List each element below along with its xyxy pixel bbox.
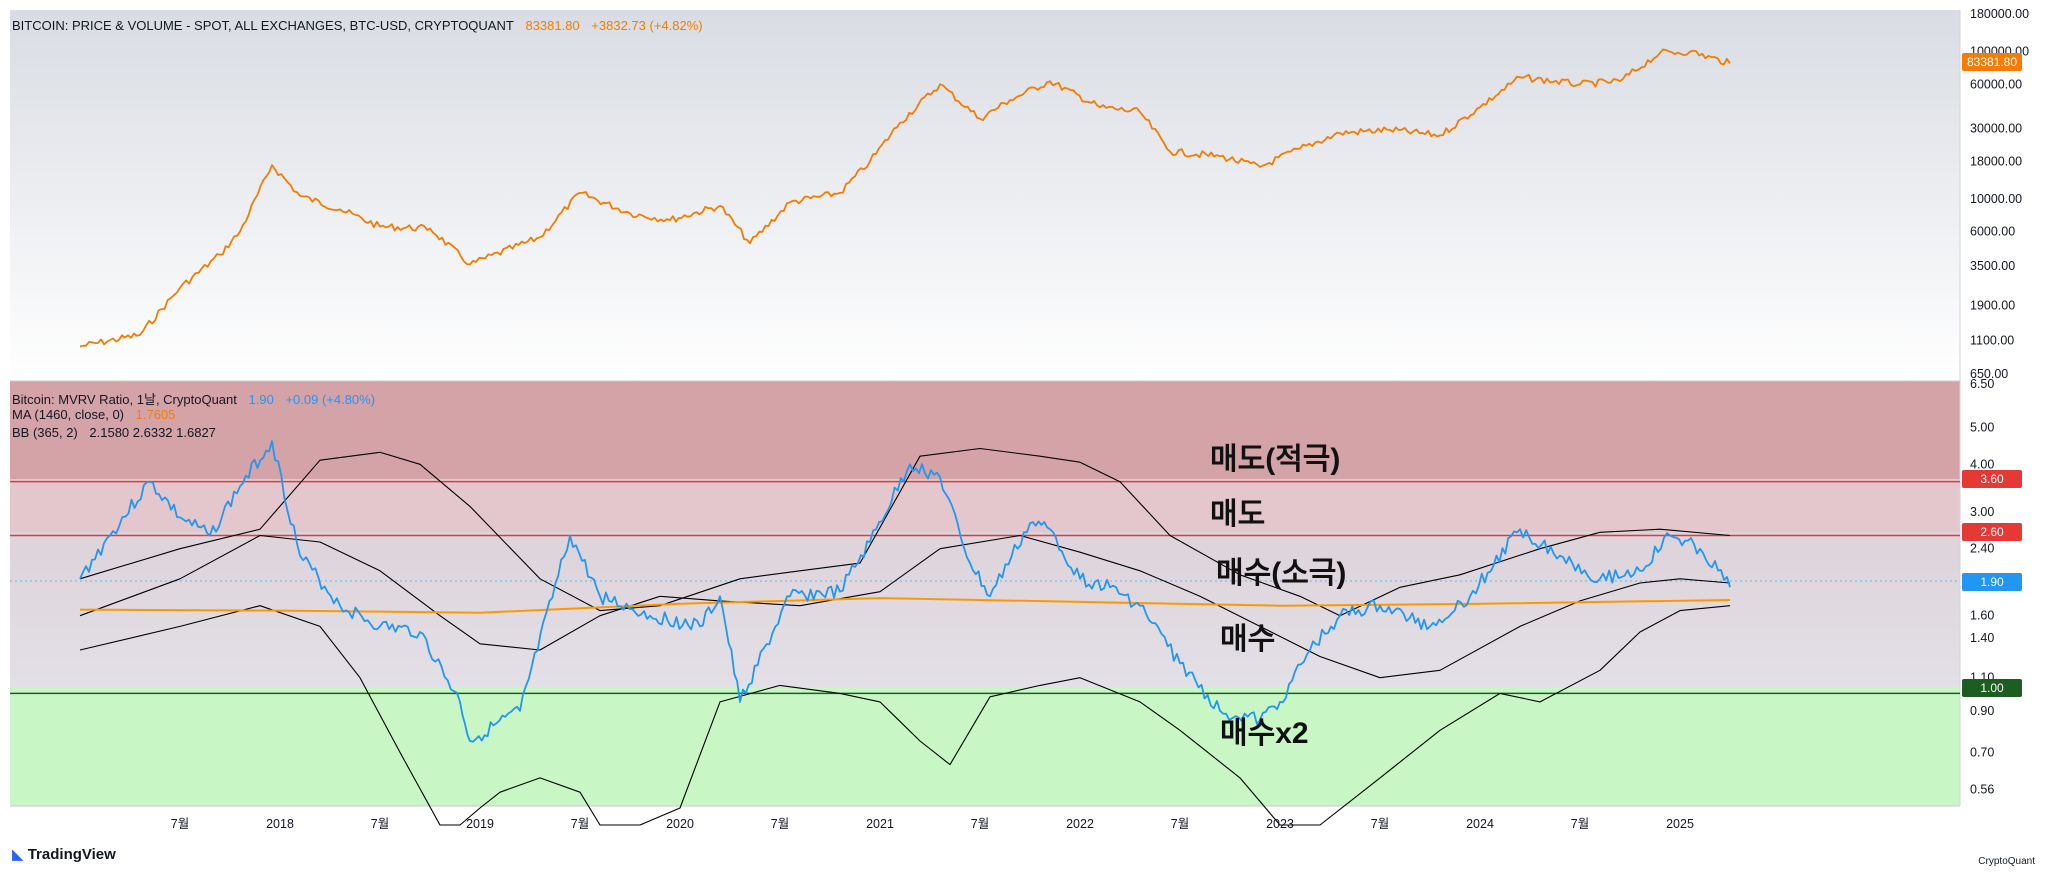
bb-values: 2.1580 2.6332 1.6827 [89, 425, 216, 440]
price-ytick-label: 1900.00 [1970, 298, 2015, 312]
price-pane-value: 83381.80 [525, 18, 580, 33]
mvrv-pane-change: +0.09 (+4.80%) [285, 392, 376, 407]
price-tag-2-60: 2.60 [1962, 523, 2022, 541]
strong-sell-zone [10, 381, 1960, 479]
xtick-label: 7월 [571, 817, 589, 831]
mvrv-pane-value: 1.90 [248, 392, 274, 407]
bb-upper-line [79, 447, 1731, 617]
price-ytick-label: 6000.00 [1970, 225, 2015, 239]
xtick-label: 7월 [171, 817, 189, 831]
price-tag-1-90: 1.90 [1962, 573, 2022, 591]
zone-label-sell: 매도 [1210, 498, 1266, 531]
ma-value: 1.7605 [135, 407, 176, 422]
mvrv-ytick-label: 3.00 [1970, 505, 1994, 519]
mvrv-ytick-label: 0.56 [1970, 782, 1994, 796]
mvrv-ytick-label: 0.70 [1970, 745, 1994, 759]
xtick-label: 2023 [1266, 817, 1294, 831]
mvrv-ytick-label: 6.50 [1970, 377, 1994, 391]
bb-legend: BB (365, 2) 2.1580 2.6332 1.6827 [12, 425, 224, 440]
xtick-label: 2020 [666, 817, 694, 831]
tradingview-logo[interactable]: ◣ TradingView [12, 845, 116, 863]
price-tag-current: 83381.80 [1962, 53, 2022, 71]
price-ytick-label: 1100.00 [1970, 333, 2014, 347]
mvrv-ytick-label: 0.90 [1970, 704, 1994, 718]
zone-label-buy-weak: 매수(소극) [1216, 557, 1347, 590]
mvrv-pane-header: Bitcoin: MVRV Ratio, 1날, CryptoQuant 1.9… [12, 389, 383, 408]
price-ytick-label: 180000.00 [1970, 7, 2029, 21]
mvrv-series-line [79, 440, 1731, 743]
price-ytick-label: 3500.00 [1970, 259, 2015, 273]
zone-label-buy: 매수 [1220, 623, 1276, 656]
xtick-label: 2019 [466, 817, 494, 831]
cryptoquant-label: CryptoQuant [1978, 856, 2035, 867]
xtick-label: 2018 [266, 817, 294, 831]
price-tag-1-00: 1.00 [1962, 679, 2022, 697]
xtick-label: 2024 [1466, 817, 1494, 831]
ma-label: MA (1460, close, 0) [12, 407, 124, 422]
price-series-line [79, 48, 1731, 348]
bb-label: BB (365, 2) [12, 425, 78, 440]
zone-label-strong-sell: 매도(적극) [1210, 443, 1341, 476]
price-pane-title: BITCOIN: PRICE & VOLUME - SPOT, ALL EXCH… [12, 18, 514, 33]
xtick-label: 7월 [371, 817, 389, 831]
tradingview-icon: ◣ [12, 846, 24, 863]
xtick-label: 7월 [971, 817, 989, 831]
sell-zone [10, 479, 1960, 532]
price-pane-header: BITCOIN: PRICE & VOLUME - SPOT, ALL EXCH… [12, 18, 711, 33]
mvrv-ytick-label: 2.40 [1970, 542, 1994, 556]
xtick-label: 7월 [1571, 817, 1589, 831]
price-pane-change: +3832.73 (+4.82%) [591, 18, 703, 33]
price-ytick-label: 10000.00 [1970, 192, 2022, 206]
cryptoquant-watermark: CryptoQuant [1978, 856, 2035, 867]
price-ytick-label: 650.00 [1970, 367, 2008, 381]
mvrv-ytick-label: 1.40 [1970, 631, 1994, 645]
buy-x2-zone [10, 688, 1960, 806]
mvrv-ytick-label: 1.60 [1970, 609, 1994, 623]
xtick-label: 2021 [866, 817, 894, 831]
price-tag-3-60: 3.60 [1962, 470, 2022, 488]
ma-legend: MA (1460, close, 0) 1.7605 [12, 407, 183, 422]
price-ytick-label: 30000.00 [1970, 122, 2022, 136]
mvrv-ytick-label: 5.00 [1970, 420, 1994, 434]
bb-basis-line [79, 534, 1731, 679]
xtick-label: 2025 [1666, 817, 1694, 831]
xtick-label: 7월 [1171, 817, 1189, 831]
price-ytick-label: 18000.00 [1970, 154, 2022, 168]
zone-label-buy-x2: 매수x2 [1220, 717, 1309, 750]
tradingview-label: TradingView [27, 846, 116, 863]
xtick-label: 2022 [1066, 817, 1094, 831]
xtick-label: 7월 [771, 817, 789, 831]
xtick-label: 7월 [1371, 817, 1389, 831]
bb-lower-line [79, 605, 1731, 826]
price-ytick-label: 60000.00 [1970, 77, 2022, 91]
mvrv-pane-title: Bitcoin: MVRV Ratio, 1날, CryptoQuant [12, 392, 237, 407]
axis-layer: 180000.00100000.0060000.0030000.0018000.… [171, 7, 2029, 831]
plot-layer [10, 48, 1960, 826]
mvrv-ytick-label: 4.00 [1970, 457, 1994, 471]
price-pane-bg [10, 10, 1960, 381]
